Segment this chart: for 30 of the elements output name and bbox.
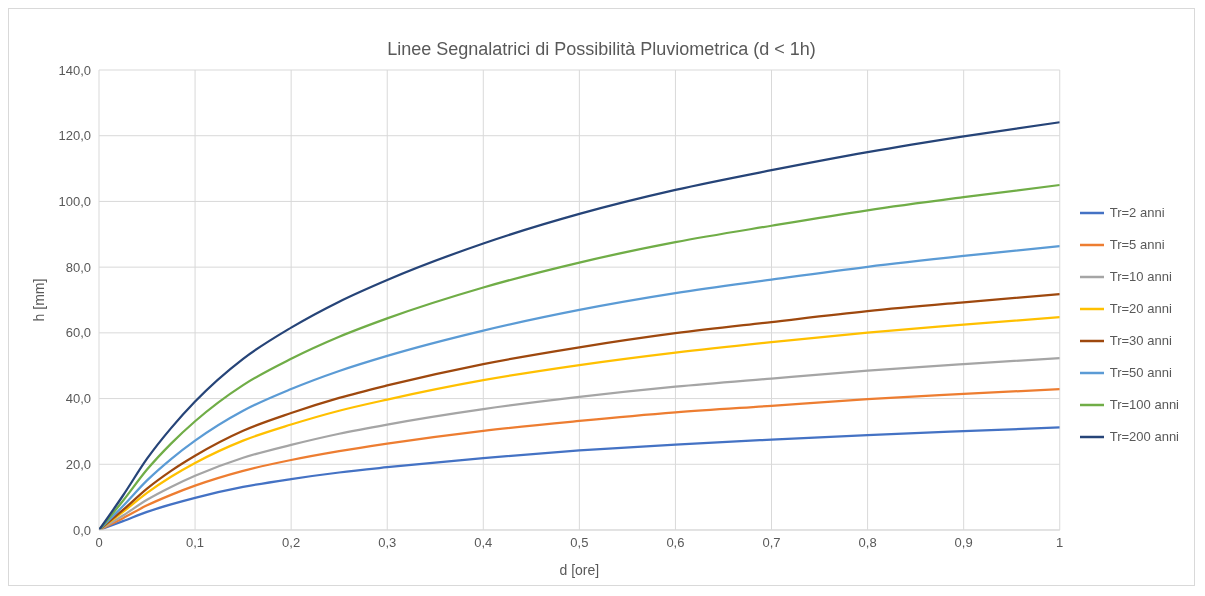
legend-label: Tr=10 anni <box>1109 268 1172 286</box>
x-tick-label: 0,6 <box>666 535 685 551</box>
x-tick-label: 0 <box>95 535 103 551</box>
y-tick-label: 120,0 <box>58 128 91 144</box>
x-tick-label: 0,4 <box>474 535 493 551</box>
x-tick-label: 1 <box>1056 535 1064 551</box>
legend-label: Tr=50 anni <box>1109 364 1172 382</box>
legend-label: Tr=30 anni <box>1109 332 1172 350</box>
x-tick-label: 0,5 <box>570 535 589 551</box>
legend-label: Tr=5 anni <box>1109 236 1165 254</box>
y-tick-label: 60,0 <box>65 325 91 341</box>
x-axis-title: d [ore] <box>559 562 600 578</box>
x-tick-label: 0,1 <box>186 535 205 551</box>
x-tick-label: 0,3 <box>378 535 397 551</box>
legend-label: Tr=200 anni <box>1109 428 1179 446</box>
y-tick-label: 0,0 <box>72 522 91 538</box>
legend-label: Tr=100 anni <box>1109 396 1179 414</box>
x-tick-label: 0,9 <box>954 535 973 551</box>
y-tick-label: 100,0 <box>58 194 91 210</box>
y-tick-label: 40,0 <box>65 391 91 407</box>
y-tick-label: 140,0 <box>58 62 91 78</box>
legend-label: Tr=20 anni <box>1109 300 1172 318</box>
y-axis-title: h [mm] <box>30 278 47 322</box>
x-tick-label: 0,2 <box>282 535 301 551</box>
chart-title: Linee Segnalatrici di Possibilità Pluviometrica (d < 1h) <box>386 39 817 60</box>
x-tick-label: 0,8 <box>858 535 877 551</box>
y-tick-label: 80,0 <box>65 259 91 275</box>
legend-label: Tr=2 anni <box>1109 204 1165 222</box>
y-tick-label: 20,0 <box>65 456 91 472</box>
x-tick-label: 0,7 <box>762 535 781 551</box>
